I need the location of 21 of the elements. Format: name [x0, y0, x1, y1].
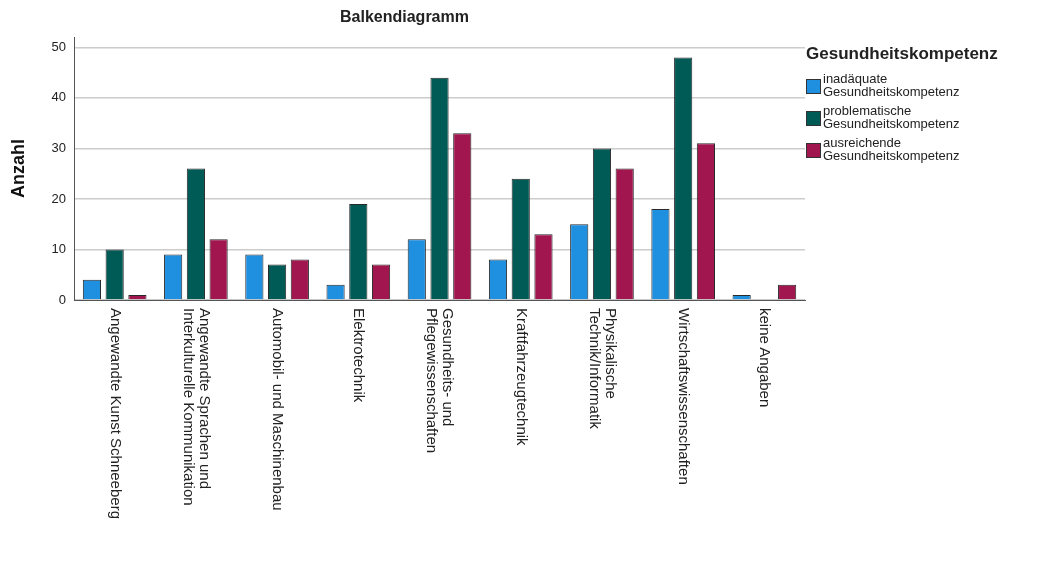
x-tick-label: Elektrotechnik — [351, 308, 369, 403]
x-tick-label: Kraftfahrzeugtechnik — [513, 308, 531, 447]
y-tick-label: 50 — [51, 38, 67, 54]
x-tick-label: Wirtschaftswissenschaften — [676, 308, 694, 485]
y-tick-label: 0 — [58, 291, 67, 307]
legend-label: problematische Gesundheitskompetenz — [823, 103, 961, 131]
y-axis-title: Anzahl — [7, 139, 28, 199]
x-tick-label: Angewandte Sprachen und Interkulturelle Kommunikation — [180, 308, 214, 506]
y-tick-label: 40 — [51, 89, 67, 105]
legend-label: ausreichende Gesundheitskompetenz — [823, 135, 961, 163]
x-tick-label: keine Angaben — [757, 308, 775, 408]
legend-title: Gesundheitskompetenz — [806, 44, 999, 64]
y-tick-label: 10 — [51, 241, 67, 257]
x-tick-label: Automobil- und Maschinenbau — [269, 308, 287, 511]
x-tick-label: Physikalische Technik/Informatik — [586, 308, 620, 430]
chart-title: Balkendiagramm — [340, 8, 469, 26]
y-tick-label: 30 — [51, 139, 67, 155]
x-tick-label: Angewandte Kunst Schneeberg — [107, 308, 125, 519]
y-tick-label: 20 — [51, 190, 67, 206]
x-tick-label: Gesundheits- und Pflegewissenschaften — [424, 308, 458, 454]
legend-label: inadäquate Gesundheitskompetenz — [823, 71, 961, 99]
